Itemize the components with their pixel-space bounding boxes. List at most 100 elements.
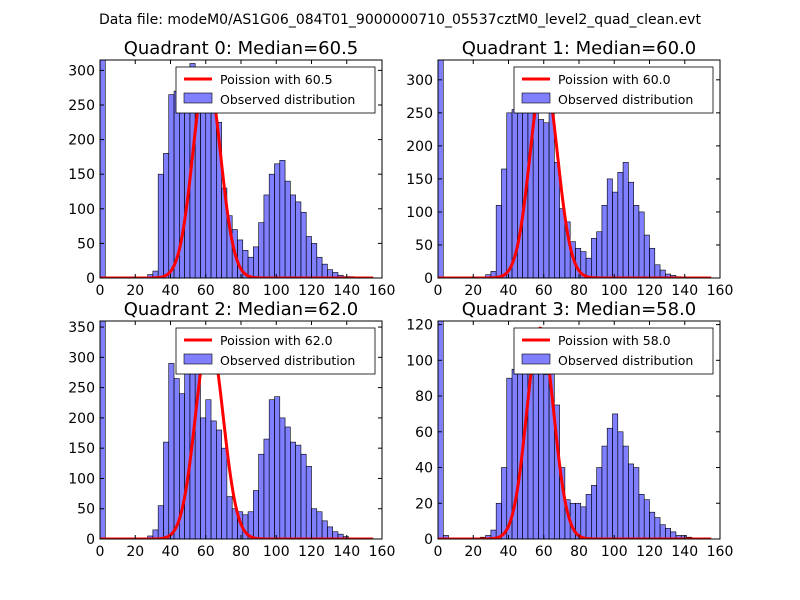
- legend-hist-swatch: [183, 353, 213, 365]
- histogram-bar: [649, 511, 656, 539]
- histogram-bar: [274, 163, 281, 278]
- panel-quadrant-0: 0 20 40 60 80 100 120 140 160 0 50 100 150 200 250 300 Q…: [68, 38, 395, 299]
- panel-quadrant-2: 0 20 40 60 80 100 120 140 160 0 50 100 150 200 250 300 3…: [68, 299, 395, 560]
- x-tick-label: 100: [601, 544, 628, 560]
- x-tick-label: 160: [369, 283, 396, 299]
- y-tick-label: 200: [406, 139, 433, 155]
- x-tick-label: 0: [96, 283, 105, 299]
- y-tick-label: 40: [415, 461, 433, 477]
- histogram-bar: [184, 366, 191, 539]
- histogram-bar: [606, 178, 613, 278]
- y-tick-label: 150: [68, 441, 95, 457]
- histogram-bar: [532, 360, 539, 539]
- histogram-bar: [274, 396, 281, 539]
- histogram-bar: [300, 211, 307, 278]
- histogram-bar: [612, 413, 619, 539]
- x-tick-label: 0: [96, 544, 105, 560]
- histogram-bar: [279, 160, 286, 278]
- histogram-bar: [279, 417, 286, 539]
- histogram-bar: [580, 506, 587, 539]
- histogram-bar: [284, 426, 291, 539]
- histogram-bar: [506, 112, 513, 278]
- histogram-bar: [643, 234, 650, 278]
- histogram-bar: [295, 201, 302, 278]
- histogram-bar: [617, 172, 624, 278]
- x-tick-label: 80: [570, 544, 588, 560]
- histogram-bar: [638, 211, 645, 278]
- x-tick-label: 160: [707, 544, 734, 560]
- histogram-bar: [311, 508, 318, 539]
- legend: Poission with 60.5 Observed distribution: [175, 66, 376, 114]
- panel-title: Quadrant 3: Median=58.0: [462, 299, 697, 320]
- histogram-bar: [200, 417, 207, 539]
- y-tick-label: 300: [68, 350, 95, 366]
- y-tick-label: 120: [406, 318, 433, 334]
- histogram-bar: [290, 441, 296, 539]
- histogram-bar: [157, 173, 164, 278]
- histogram-bar: [163, 153, 170, 278]
- x-tick-label: 40: [162, 544, 180, 560]
- histogram-bar: [300, 453, 307, 539]
- x-tick-label: 60: [197, 283, 215, 299]
- histogram-bar: [622, 162, 629, 278]
- y-tick-label: 300: [406, 73, 433, 89]
- legend-box: [513, 327, 714, 375]
- y-tick-label: 50: [77, 502, 95, 518]
- legend-hist-label: Observed distribution: [558, 353, 693, 368]
- x-tick-label: 40: [500, 283, 518, 299]
- panel-title: Quadrant 0: Median=60.5: [124, 38, 359, 59]
- y-tick-label: 150: [68, 167, 95, 183]
- x-tick-label: 120: [298, 544, 325, 560]
- y-tick-label: 50: [77, 236, 95, 252]
- histogram-bar: [100, 321, 106, 539]
- y-tick-label: 0: [424, 532, 433, 548]
- histogram-bar: [633, 205, 640, 278]
- y-tick-label: 150: [406, 172, 433, 188]
- histogram-bar: [654, 517, 661, 539]
- legend: Poission with 62.0 Observed distribution: [175, 327, 376, 375]
- legend-hist-label: Observed distribution: [220, 353, 355, 368]
- x-tick-label: 0: [434, 544, 443, 560]
- y-tick-label: 100: [68, 202, 95, 218]
- histogram-bar: [517, 99, 523, 278]
- histogram-bar: [305, 466, 312, 539]
- panel-quadrant-1: 0 20 40 60 80 100 120 140 160 0 50 100 150 200 250 300 Q…: [406, 38, 733, 299]
- histogram-bar: [221, 447, 228, 539]
- histogram-bar: [622, 445, 629, 539]
- x-tick-label: 60: [197, 544, 215, 560]
- histogram-bar: [606, 427, 613, 539]
- histogram-bar: [495, 205, 502, 278]
- histogram-bar: [501, 168, 508, 278]
- histogram-bar: [210, 420, 217, 539]
- histogram-bar: [284, 180, 291, 278]
- histogram-bar: [543, 122, 550, 278]
- histogram-bar: [168, 94, 175, 278]
- x-tick-label: 140: [333, 283, 360, 299]
- y-tick-label: 20: [415, 496, 433, 512]
- legend-curve-label: Poission with 60.5: [220, 72, 333, 87]
- legend-hist-swatch: [521, 92, 551, 104]
- y-tick-label: 200: [68, 133, 95, 149]
- x-tick-label: 20: [126, 544, 144, 560]
- x-tick-label: 20: [464, 544, 482, 560]
- histogram-bar: [585, 494, 592, 539]
- x-tick-label: 140: [671, 283, 698, 299]
- histogram-bar: [268, 173, 275, 278]
- histogram-bar: [538, 119, 545, 278]
- histogram-bar: [200, 104, 207, 278]
- panel-quadrant-3: 0 20 40 60 80 100 120 140 160 0 20 40 60 80 100 120 Quad…: [406, 299, 733, 560]
- legend-curve-label: Poission with 62.0: [220, 333, 333, 348]
- histogram-bar: [157, 505, 164, 539]
- histogram-bar: [163, 441, 170, 539]
- panel-title: Quadrant 2: Median=62.0: [124, 299, 359, 320]
- x-tick-label: 20: [464, 283, 482, 299]
- histogram-bar: [628, 181, 634, 278]
- y-tick-label: 250: [68, 98, 95, 114]
- x-tick-label: 80: [232, 544, 250, 560]
- histogram-bar: [321, 263, 328, 278]
- y-tick-label: 0: [86, 532, 95, 548]
- figure-suptitle: Data file: modeM0/AS1G06_084T01_90000007…: [99, 12, 701, 28]
- histogram-bar: [205, 97, 212, 278]
- panel-title: Quadrant 1: Median=60.0: [462, 38, 697, 59]
